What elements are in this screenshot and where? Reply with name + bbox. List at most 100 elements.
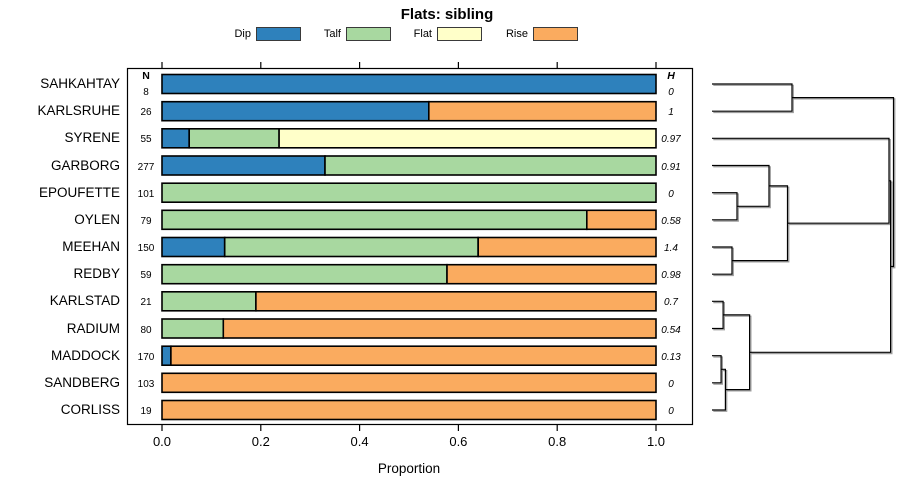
dendrogram-link — [712, 355, 722, 384]
bar-segment — [585, 209, 657, 231]
n-count: 26 — [140, 107, 152, 119]
bar-segment — [188, 128, 280, 149]
bar-segment — [255, 290, 657, 312]
bar-segment — [427, 100, 657, 122]
h-value: 0.91 — [661, 161, 681, 173]
bar-segment — [161, 399, 657, 421]
n-count: 170 — [137, 351, 155, 363]
plot-frame — [126, 67, 694, 426]
legend-swatch — [533, 27, 578, 41]
dendrogram-link — [713, 247, 734, 277]
bar-segment — [161, 263, 448, 285]
bar-segment — [161, 155, 326, 176]
dendrogram-link — [712, 192, 738, 221]
x-axis-title: Proportion — [377, 461, 441, 476]
legend-label: Talf — [323, 28, 341, 40]
row-label: MADDOCK — [50, 347, 120, 363]
dendrogram-link — [792, 97, 895, 268]
dendrogram-link — [713, 369, 728, 412]
legend-label: Dip — [234, 28, 251, 40]
legend-item: Talf — [284, 27, 391, 41]
h-value: 0 — [668, 87, 674, 98]
bar-segment — [223, 236, 479, 258]
legend-label: Flat — [413, 28, 432, 40]
row-label: SAHKAHTAY — [40, 76, 120, 91]
dendrogram-link — [713, 138, 891, 226]
bar-segment — [161, 372, 657, 394]
bar-segment — [161, 318, 225, 339]
n-count: 59 — [140, 270, 152, 282]
bar-segment — [161, 182, 657, 203]
row-label: SYRENE — [64, 130, 120, 146]
n-count: 103 — [137, 378, 155, 390]
x-tick-label: 0.2 — [251, 434, 270, 449]
n-count: 150 — [137, 243, 155, 254]
bar-segment — [324, 155, 657, 176]
dendrogram-link — [713, 166, 771, 209]
legend-label: Rise — [505, 28, 528, 40]
bar-segment — [161, 290, 257, 312]
dendrogram-links — [712, 83, 895, 411]
bar-segment — [161, 128, 191, 149]
h-value: 0.98 — [661, 270, 681, 282]
row-label: KARLSRUHE — [37, 103, 120, 119]
bar-segment — [477, 236, 657, 258]
dendrogram-link — [712, 164, 770, 207]
h-value: 0.54 — [661, 324, 681, 336]
axis-ticks — [161, 62, 657, 431]
x-tick-label: 0.0 — [152, 434, 172, 449]
h-value: 0.13 — [661, 351, 681, 363]
x-tick-label: 0.4 — [350, 434, 369, 449]
dendrogram-link — [713, 84, 794, 114]
dendrogram-link — [712, 300, 724, 330]
dendrogram-link — [732, 185, 789, 262]
bar-segment — [161, 209, 588, 231]
n-count: 277 — [137, 161, 155, 173]
bar-segment — [170, 345, 657, 367]
dendrogram-shadow — [713, 84, 896, 412]
legend-swatch — [437, 27, 482, 41]
h-value: 1 — [668, 107, 674, 119]
row-label: KARLSTAD — [49, 293, 120, 309]
h-value: 0 — [668, 406, 674, 417]
legend-swatch — [346, 27, 391, 41]
h-value: 0.7 — [664, 297, 678, 309]
x-tick-label: 0.6 — [449, 434, 468, 449]
bar-segment — [278, 128, 657, 149]
dendrogram-link — [712, 83, 793, 112]
bar-segment — [222, 318, 657, 339]
bar-segment — [446, 263, 657, 285]
row-label: MEEHAN — [62, 239, 120, 254]
bar-segment — [161, 100, 430, 122]
n-count: 101 — [137, 188, 155, 200]
h-value: 0.97 — [661, 134, 681, 146]
chart-title: Flats: sibling — [400, 6, 494, 23]
x-tick-label: 1.0 — [646, 434, 666, 449]
dendrogram-link — [713, 193, 739, 222]
row-label: REDBY — [73, 266, 120, 282]
h-column-header: H — [667, 70, 675, 82]
bars-layer — [161, 73, 657, 421]
dendrogram-link — [712, 368, 726, 411]
n-count: 80 — [140, 324, 152, 336]
dendrogram-link — [793, 98, 896, 269]
x-tick-label: 0.8 — [548, 434, 567, 449]
row-label: OYLEN — [74, 211, 120, 227]
dendrogram-link — [733, 186, 790, 263]
dendrogram-link — [712, 246, 733, 275]
n-count: 8 — [143, 87, 149, 98]
n-count: 19 — [140, 406, 152, 417]
h-value: 0.58 — [661, 215, 681, 227]
n-column-header: N — [142, 70, 150, 82]
legend-item: Flat — [375, 27, 482, 41]
dendrogram-link — [750, 181, 893, 355]
row-label: CORLISS — [60, 402, 120, 417]
bar-segment — [161, 73, 657, 95]
n-count: 21 — [140, 297, 152, 309]
h-value: 1.4 — [664, 243, 678, 254]
h-value: 0 — [668, 188, 674, 200]
n-count: 79 — [140, 215, 152, 227]
row-label: RADIUM — [66, 320, 120, 336]
